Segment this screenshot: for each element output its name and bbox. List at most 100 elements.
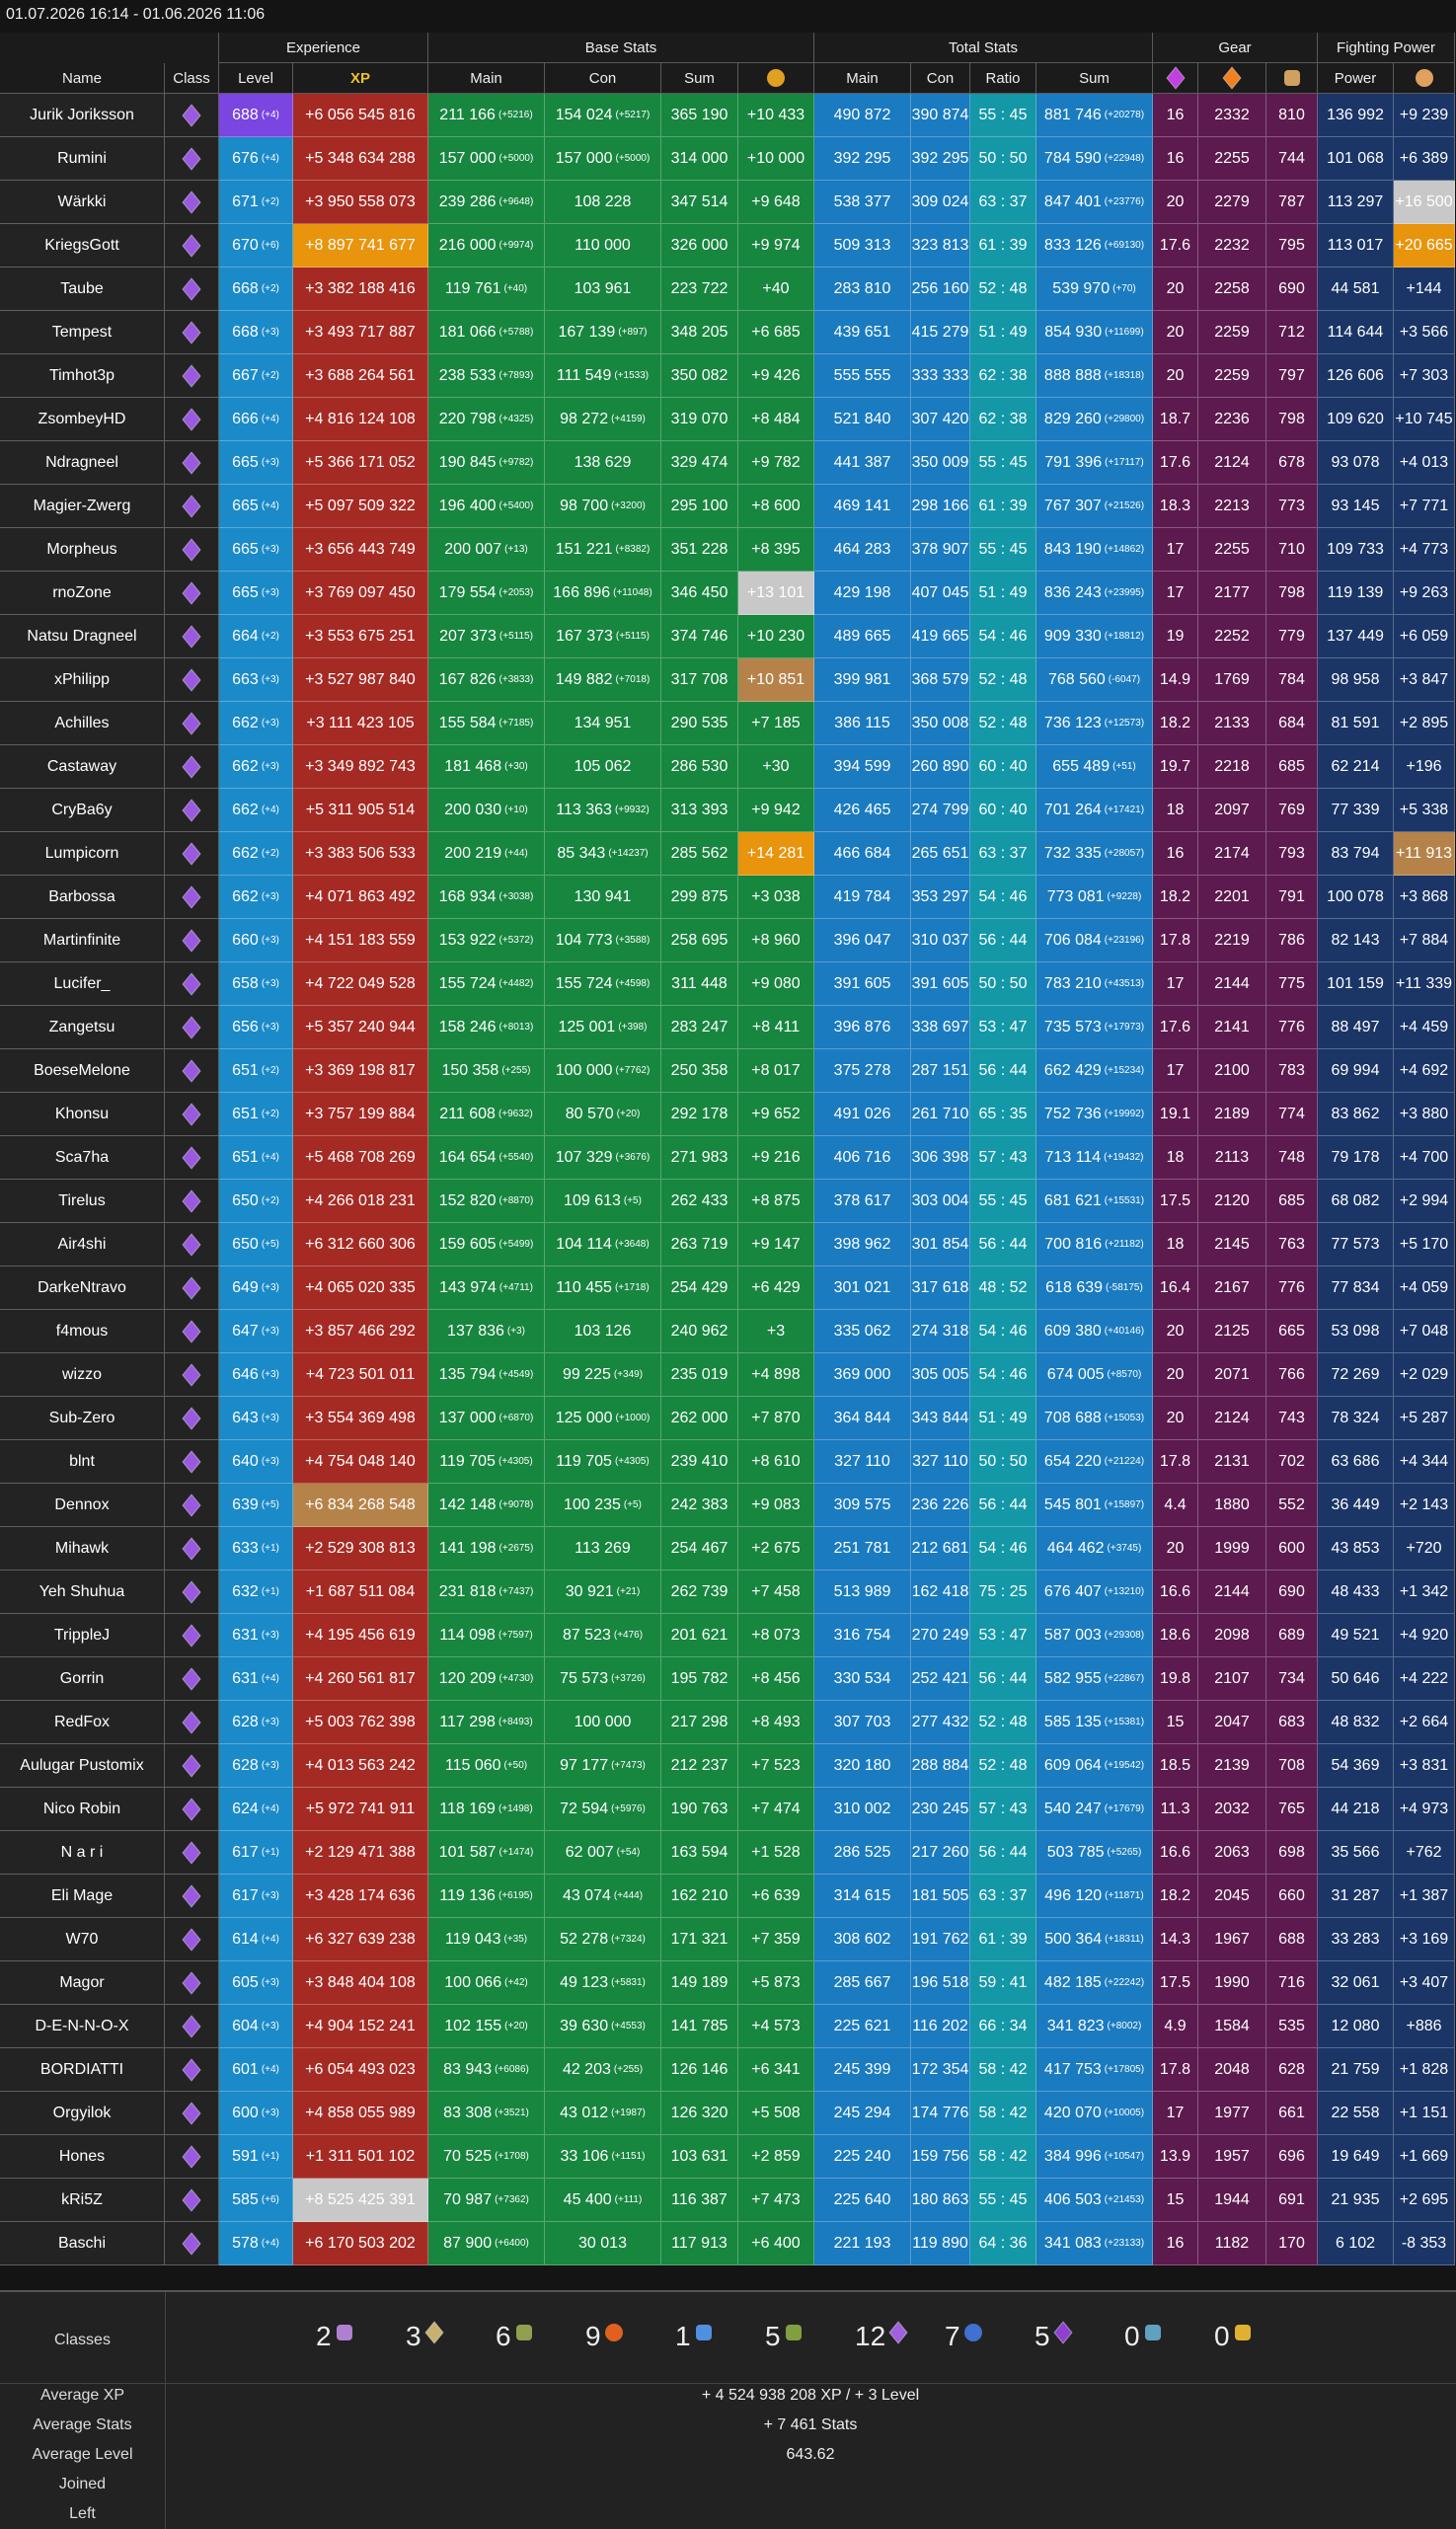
icon bbox=[182, 928, 201, 953]
cell-value: 108 228 bbox=[574, 192, 632, 210]
cell-value: +10 851 bbox=[746, 670, 805, 688]
table-cell: 17 bbox=[1153, 572, 1198, 615]
cell-value: 196 400 bbox=[438, 497, 497, 514]
cell-value: 787 bbox=[1278, 192, 1305, 210]
cell-delta: (+8382) bbox=[615, 544, 651, 555]
table-cell: 55 : 45 bbox=[970, 2179, 1036, 2222]
cell-value: 239 286 bbox=[438, 192, 497, 210]
table-cell: +5 338 bbox=[1394, 789, 1455, 832]
cell-value: 662 bbox=[232, 844, 259, 862]
icon bbox=[182, 494, 201, 518]
cell-value: +14 281 bbox=[746, 844, 805, 862]
table-cell: 98 272 (+4159) bbox=[545, 398, 661, 441]
player-row: Magor 605 (+3) +3 848 404 108 100 066 (+42) 49… bbox=[0, 1961, 1456, 2005]
table-cell: +3 038 bbox=[738, 876, 814, 919]
cell-delta: (+2) bbox=[261, 1065, 279, 1076]
table-cell: +4 722 049 528 bbox=[293, 962, 428, 1006]
table-cell: 350 082 bbox=[661, 354, 738, 398]
cell-value: 668 bbox=[232, 323, 259, 341]
cell-value: 552 bbox=[1278, 1495, 1305, 1513]
table-cell: 60 : 40 bbox=[970, 745, 1036, 789]
table-cell: 708 bbox=[1266, 1744, 1318, 1788]
cell-value: 283 247 bbox=[670, 1018, 728, 1035]
table-cell: +4 266 018 231 bbox=[293, 1180, 428, 1223]
cell-value: 843 190 bbox=[1043, 540, 1102, 558]
table-cell: DarkeNtravo bbox=[0, 1266, 165, 1310]
table-cell: +6 312 660 306 bbox=[293, 1223, 428, 1266]
cell-delta: (+3) bbox=[261, 1022, 279, 1033]
table-cell: 14.3 bbox=[1153, 1918, 1198, 1961]
cell-delta: (+5372) bbox=[498, 935, 534, 946]
table-cell: Natsu Dragneel bbox=[0, 615, 165, 658]
table-cell: 1769 bbox=[1198, 658, 1266, 702]
table-cell: 126 606 bbox=[1318, 354, 1394, 398]
cell-delta: (+5) bbox=[261, 1239, 279, 1250]
table-cell: 16 bbox=[1153, 137, 1198, 181]
icon bbox=[182, 190, 201, 214]
cell-value: +9 974 bbox=[751, 236, 801, 254]
table-cell: 217 298 bbox=[661, 1701, 738, 1744]
class-icon-cell bbox=[165, 2092, 219, 2135]
table-cell: 651 (+2) bbox=[219, 1049, 293, 1093]
cell-value: 116 387 bbox=[671, 2190, 728, 2208]
class-icon-cell bbox=[165, 1831, 219, 1875]
table-cell: 181 505 bbox=[911, 1875, 970, 1918]
cell-value: 43 012 bbox=[560, 2104, 609, 2121]
cell-delta: (+1718) bbox=[614, 1282, 650, 1293]
cell-value: +7 359 bbox=[751, 1930, 801, 1948]
cell-value: 113 269 bbox=[575, 1539, 631, 1557]
table-cell: +4 920 bbox=[1394, 1614, 1455, 1657]
cell-value: 350 082 bbox=[670, 366, 728, 384]
table-cell: 31 287 bbox=[1318, 1875, 1394, 1918]
table-cell: 299 875 bbox=[661, 876, 738, 919]
table-cell: 63 : 37 bbox=[970, 181, 1036, 224]
table-cell: 116 387 bbox=[661, 2179, 738, 2222]
cell-value: +3 868 bbox=[1399, 887, 1449, 905]
table-cell: +10 433 bbox=[738, 94, 814, 137]
cell-value: 651 bbox=[232, 1105, 259, 1122]
table-cell: 688 bbox=[1266, 1918, 1318, 1961]
table-cell: 681 621 (+15531) bbox=[1036, 1180, 1153, 1223]
cell-value: 1769 bbox=[1214, 670, 1250, 688]
class-count: 9 bbox=[585, 2320, 627, 2352]
table-cell: TrippleJ bbox=[0, 1614, 165, 1657]
cell-value: 211 608 bbox=[439, 1105, 496, 1122]
cell-value: +3 493 717 887 bbox=[305, 323, 416, 341]
cell-value: 180 863 bbox=[911, 2190, 969, 2208]
cell-value: 99 225 bbox=[562, 1365, 611, 1383]
cell-value: 829 260 bbox=[1043, 410, 1102, 427]
cell-value: 155 724 bbox=[555, 974, 613, 992]
cell-value: +9 147 bbox=[751, 1235, 801, 1253]
cell-delta: (+3) bbox=[261, 1326, 279, 1337]
class-icon bbox=[1050, 2320, 1076, 2352]
table-cell: 167 373 (+5115) bbox=[545, 615, 661, 658]
cell-value: 60 : 40 bbox=[978, 801, 1028, 818]
table-cell: 365 190 bbox=[661, 94, 738, 137]
table-cell: 716 bbox=[1266, 1961, 1318, 2005]
table-cell: 207 373 (+5115) bbox=[428, 615, 545, 658]
cell-value: 662 429 bbox=[1043, 1061, 1102, 1079]
table-cell: 245 399 bbox=[814, 2048, 911, 2092]
cell-value: 109 733 bbox=[1327, 540, 1384, 558]
cell-value: 17.6 bbox=[1159, 236, 1191, 254]
cell-delta: (+30) bbox=[504, 761, 528, 772]
table-cell: 1977 bbox=[1198, 2092, 1266, 2135]
table-cell: 398 962 bbox=[814, 1223, 911, 1266]
table-cell: 63 : 37 bbox=[970, 832, 1036, 876]
table-cell: 633 (+1) bbox=[219, 1527, 293, 1571]
table-cell: 158 246 (+8013) bbox=[428, 1006, 545, 1049]
table-cell: 650 (+5) bbox=[219, 1223, 293, 1266]
cell-value: 200 030 bbox=[444, 801, 502, 818]
cell-value: 2255 bbox=[1214, 149, 1250, 167]
cell-value: 98 272 bbox=[560, 410, 609, 427]
table-cell: 159 756 bbox=[911, 2135, 970, 2179]
table-cell: 56 : 44 bbox=[970, 919, 1036, 962]
cell-value: +5 348 634 288 bbox=[305, 149, 416, 167]
table-cell: +8 525 425 391 bbox=[293, 2179, 428, 2222]
cell-value: 15 bbox=[1166, 2190, 1185, 2208]
cell-value: 260 890 bbox=[911, 757, 969, 775]
table-cell: 48 : 52 bbox=[970, 1266, 1036, 1310]
cell-value: 110 455 bbox=[556, 1278, 612, 1296]
table-cell: 20 bbox=[1153, 181, 1198, 224]
cell-value: 100 078 bbox=[1327, 887, 1384, 905]
